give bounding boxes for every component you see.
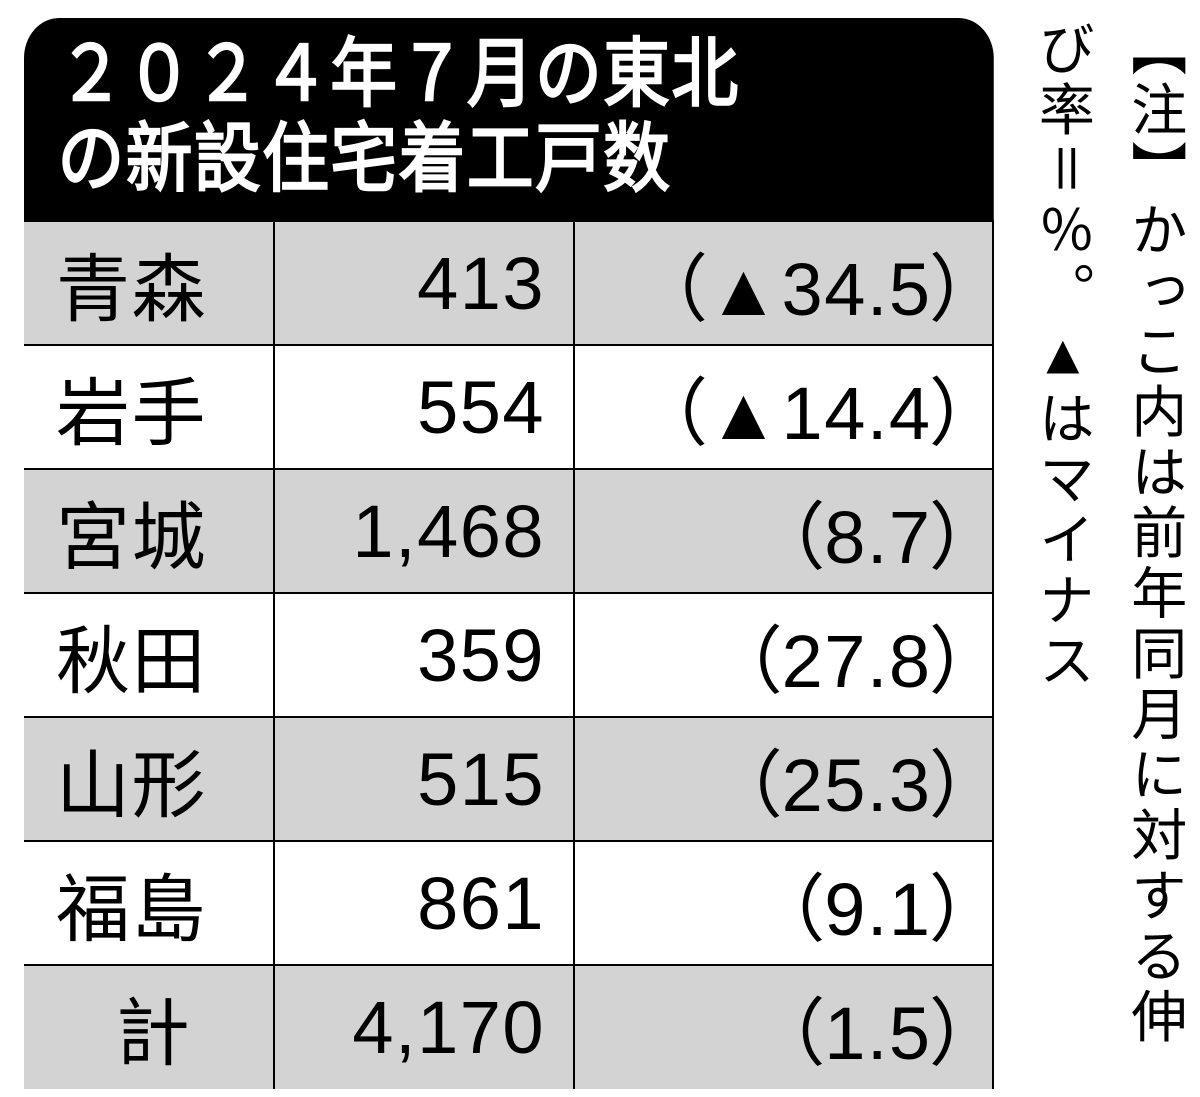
cell-count: 554 — [274, 345, 574, 469]
table-row: 宮城1,468（8.7） — [24, 469, 993, 593]
cell-prefecture: 計 — [24, 965, 274, 1089]
table-row: 山形515（25.3） — [24, 717, 993, 841]
cell-count: 1,468 — [274, 469, 574, 593]
cell-rate: （9.1） — [574, 841, 993, 965]
table-row: 秋田359（27.8） — [24, 593, 993, 717]
cell-prefecture: 宮城 — [24, 469, 274, 593]
table-title: ２０２４年７月の東北 の新設住宅着工戸数 — [24, 18, 994, 220]
cell-rate: （1.5） — [574, 965, 993, 1089]
table-row: 計4,170（1.5） — [24, 965, 993, 1089]
cell-prefecture: 山形 — [24, 717, 274, 841]
cell-count: 359 — [274, 593, 574, 717]
cell-prefecture: 福島 — [24, 841, 274, 965]
footnote: 【注】かっこ内は前年同月に対する伸び率＝％。▲はマイナス — [994, 18, 1200, 1073]
table-row: 青森413（▲34.5） — [24, 221, 993, 345]
cell-count: 861 — [274, 841, 574, 965]
cell-rate: （8.7） — [574, 469, 993, 593]
title-line-1: ２０２４年７月の東北 — [57, 32, 739, 117]
table-row: 福島861（9.1） — [24, 841, 993, 965]
data-table-body: 青森413（▲34.5）岩手554（▲14.4）宮城1,468（8.7）秋田35… — [24, 221, 993, 1089]
cell-count: 413 — [274, 221, 574, 345]
footnote-text: 【注】かっこ内は前年同月に対する伸び率＝％。▲はマイナス — [1016, 20, 1200, 1053]
cell-prefecture: 秋田 — [24, 593, 274, 717]
page-root: ２０２４年７月の東北 の新設住宅着工戸数 青森413（▲34.5）岩手554（▲… — [0, 0, 1200, 1097]
table-row: 岩手554（▲14.4） — [24, 345, 993, 469]
cell-count: 515 — [274, 717, 574, 841]
cell-rate: （▲14.4） — [574, 345, 993, 469]
cell-rate: （27.8） — [574, 593, 993, 717]
cell-prefecture: 岩手 — [24, 345, 274, 469]
cell-count: 4,170 — [274, 965, 574, 1089]
cell-rate: （▲34.5） — [574, 221, 993, 345]
title-line-2: の新設住宅着工戸数 — [57, 117, 671, 202]
data-table: 青森413（▲34.5）岩手554（▲14.4）宮城1,468（8.7）秋田35… — [24, 220, 994, 1089]
left-column: ２０２４年７月の東北 の新設住宅着工戸数 青森413（▲34.5）岩手554（▲… — [24, 18, 994, 1073]
cell-prefecture: 青森 — [24, 221, 274, 345]
cell-rate: （25.3） — [574, 717, 993, 841]
